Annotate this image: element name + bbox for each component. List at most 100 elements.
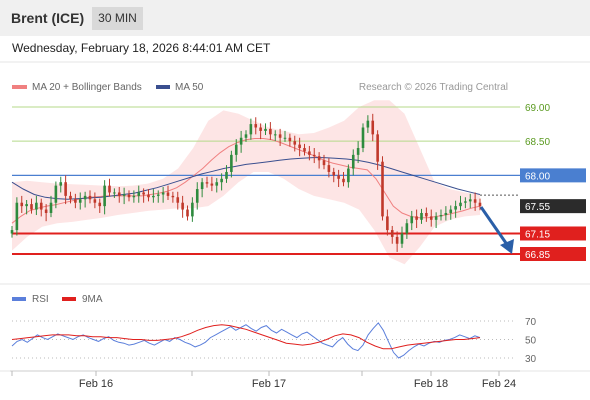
candle-body xyxy=(478,202,482,207)
candle-body xyxy=(30,204,33,210)
instrument-title: Brent (ICE) xyxy=(11,10,85,26)
candle-body xyxy=(278,134,282,138)
candle-body xyxy=(225,171,228,179)
candle-body xyxy=(35,202,38,210)
candle-body xyxy=(108,185,111,193)
candle-body xyxy=(210,183,214,186)
candle-body xyxy=(103,185,106,207)
candle-body xyxy=(308,151,311,155)
candle-body xyxy=(181,202,184,210)
last-price-label-box xyxy=(520,199,586,214)
candle-body xyxy=(205,182,209,184)
support-label-box-66-85 xyxy=(520,247,586,261)
x-tick-label: Feb 17 xyxy=(252,378,286,390)
candle-body xyxy=(200,182,204,190)
pivot-label-68-00: 68.00 xyxy=(525,171,550,182)
ma20-legend-swatch xyxy=(12,85,27,89)
rsi-ma-legend-label: 9MA xyxy=(82,294,103,305)
ma50-legend-swatch xyxy=(156,85,170,89)
candle-body xyxy=(25,204,28,207)
candle-body xyxy=(142,192,145,195)
rsi-legend-swatch xyxy=(12,297,26,301)
candle-body xyxy=(44,209,48,213)
candlestick-layer xyxy=(10,113,482,252)
candle-body xyxy=(327,165,331,172)
candle-body xyxy=(459,202,462,207)
candle-body xyxy=(166,192,170,196)
candle-body xyxy=(439,215,443,217)
candle-body xyxy=(147,194,150,198)
candle-body xyxy=(117,192,121,196)
candle-body xyxy=(20,202,24,207)
candle-body xyxy=(244,134,248,138)
x-tick-label: Feb 18 xyxy=(414,378,448,390)
candle-body xyxy=(195,189,199,203)
candle-body xyxy=(230,154,233,172)
candle-body xyxy=(415,216,418,220)
candle-body xyxy=(152,195,155,198)
candle-body xyxy=(381,161,384,217)
candle-body xyxy=(395,236,399,244)
rsi-ma-legend-swatch xyxy=(62,297,76,301)
datetime-label: Wednesday, February 18, 2026 8:44:01 AM … xyxy=(12,41,271,55)
candle-body xyxy=(249,124,253,135)
resistance-label-69-00: 69.00 xyxy=(525,103,550,114)
candle-body xyxy=(10,230,14,234)
candle-body xyxy=(113,192,116,194)
rsi-tick-50: 50 xyxy=(525,336,537,347)
candle-body xyxy=(132,195,136,198)
ma50-legend-label: MA 50 xyxy=(175,82,204,93)
candle-body xyxy=(122,194,126,196)
timeframe-badge[interactable]: 30 MIN xyxy=(92,7,143,30)
candle-body xyxy=(449,209,453,213)
candle-body xyxy=(239,137,243,145)
candle-body xyxy=(254,124,258,128)
candle-body xyxy=(288,137,292,142)
forecast-arrow-line xyxy=(479,206,510,247)
candle-body xyxy=(434,216,438,220)
pivot-label-box xyxy=(520,168,586,183)
x-axis-layer: Feb 16 Feb 17 Feb 18 Feb 24 xyxy=(11,371,516,390)
x-tick-label: Feb 16 xyxy=(79,378,113,390)
candle-body xyxy=(39,202,43,210)
candle-body xyxy=(83,195,87,200)
candle-body xyxy=(386,216,389,231)
candle-body xyxy=(283,137,287,139)
candle-body xyxy=(54,185,58,203)
candle-body xyxy=(137,192,141,196)
candle-body xyxy=(264,128,267,131)
candle-body xyxy=(468,199,472,202)
candle-body xyxy=(171,195,175,198)
candle-body xyxy=(425,212,428,217)
candle-body xyxy=(351,154,355,169)
candle-body xyxy=(88,195,92,200)
candle-body xyxy=(400,233,404,244)
ma20-legend-label: MA 20 + Bollinger Bands xyxy=(32,82,142,93)
forecast-arrow-head xyxy=(500,239,514,254)
last-price-label: 67.55 xyxy=(525,202,550,213)
rsi-tick-30: 30 xyxy=(525,354,537,365)
candle-body xyxy=(332,171,336,176)
candle-body xyxy=(454,206,457,210)
candle-body xyxy=(429,216,433,220)
candle-body xyxy=(49,202,53,213)
candle-body xyxy=(74,199,77,203)
rsi-layer: 70 50 30 xyxy=(11,317,537,365)
candle-body xyxy=(93,199,97,203)
candle-body xyxy=(356,148,360,155)
candle-body xyxy=(371,120,375,135)
candle-body xyxy=(161,192,165,195)
candle-body xyxy=(444,212,448,216)
level-labels-layer: 69.00 68.50 68.00 67.55 67.15 66.85 xyxy=(520,103,586,261)
candle-body xyxy=(98,202,102,207)
candle-body xyxy=(390,230,394,237)
candle-body xyxy=(303,148,306,152)
x-tick-label: Feb 24 xyxy=(482,378,516,390)
candle-body xyxy=(269,128,272,135)
candle-body xyxy=(215,182,219,186)
price-levels-layer xyxy=(12,106,520,255)
bollinger-bands-layer xyxy=(12,100,480,265)
candle-body xyxy=(156,194,160,196)
resistance-label-68-50: 68.50 xyxy=(525,137,550,148)
candle-body xyxy=(273,134,277,136)
